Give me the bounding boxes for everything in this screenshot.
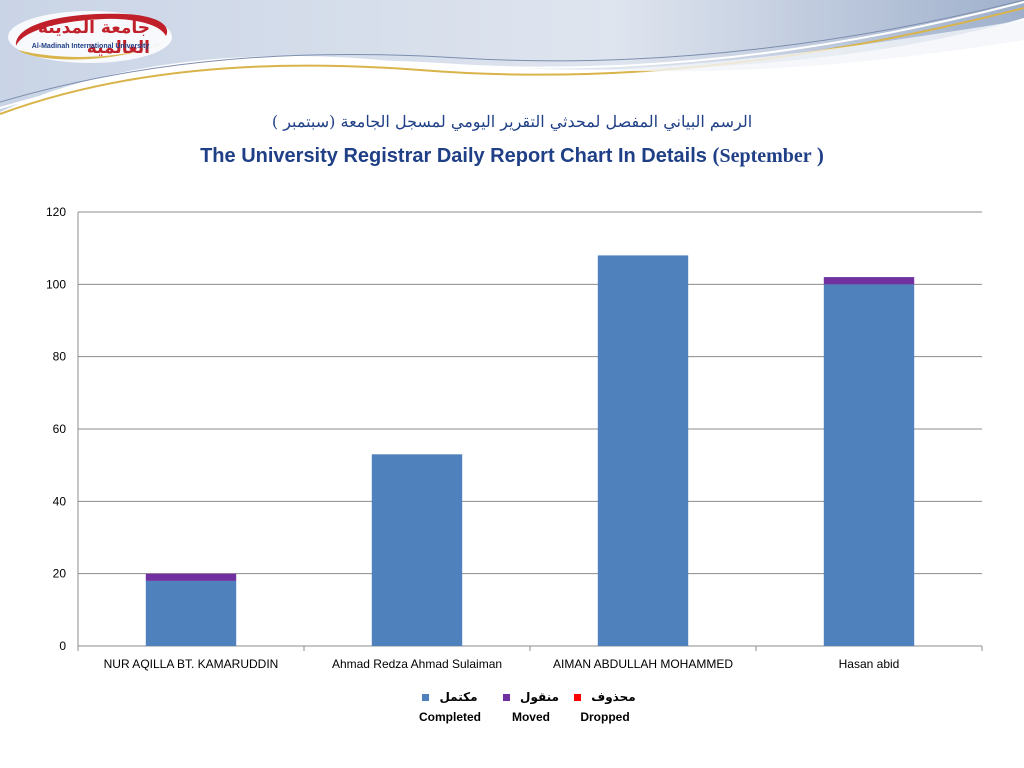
legend-label-english: Moved [511,710,550,724]
x-category-label: Hasan abid [839,657,900,671]
bar-moved [823,277,915,285]
logo-name-english: Al-Madinah International University [31,43,150,50]
legend-item-header: مكتمل [402,688,498,706]
title-english-main: The University Registrar Daily Report Ch… [200,145,713,167]
y-tick-label: 20 [53,567,67,581]
x-category-label: Ahmad Redza Ahmad Sulaiman [332,657,502,671]
title-open-paren: ( [712,143,720,167]
legend-item-header: محذوف [557,688,653,706]
legend-item-completed: مكتمل Completed [402,688,498,724]
university-logo: جامعة المدينة العالمية Al-Madinah Intern… [4,6,176,68]
x-category-label: AIMAN ABDULLAH MOHAMMED [553,657,733,671]
y-tick-label: 40 [53,494,67,508]
legend-item-moved: منقول Moved [483,688,579,724]
stacked-bar-chart: 0 20 40 60 80 100 120 NUR AQILLA BT. KAMARUDDIN… [46,205,983,671]
legend-item-header: منقول [483,688,579,706]
chart-title-english: The University Registrar Daily Report Ch… [0,143,1024,168]
x-category-label: NUR AQILLA BT. KAMARUDDIN [104,657,279,671]
title-close-paren: ) [811,143,824,167]
header-decoration [0,0,1024,115]
legend-swatch-icon [574,693,582,701]
title-month: September [719,145,812,167]
legend-item-dropped: محذوف Dropped [557,688,653,724]
bar-moved [145,573,237,581]
bar-completed [145,580,237,646]
legend-swatch-icon [503,693,511,701]
y-tick-label: 60 [53,422,67,436]
legend-label-english: Completed [418,710,481,724]
chart-title-arabic: الرسم البياني المفصل لمحدثي التقرير اليو… [271,112,753,131]
legend-label-arabic: منقول [520,690,559,704]
bar-completed [823,284,915,646]
y-tick-label: 80 [53,350,67,364]
y-tick-label: 0 [59,639,66,653]
logo-name-arabic: جامعة المدينة العالمية [37,18,151,58]
legend-swatch-icon [422,693,430,701]
legend-label-english: Dropped [580,710,630,724]
y-tick-label: 120 [46,205,66,219]
legend-label-arabic: مكتمل [439,690,478,704]
logo-swoosh-icon [8,11,172,63]
bar-completed [371,454,463,646]
legend-label-arabic: محذوف [591,690,636,704]
y-tick-label: 100 [46,277,66,291]
bar-completed [597,255,689,646]
